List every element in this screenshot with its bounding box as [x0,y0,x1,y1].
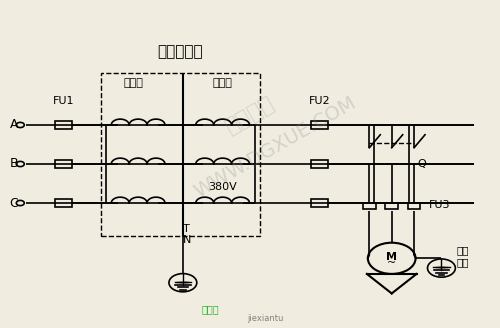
Text: B: B [10,157,18,171]
Bar [408,203,420,209]
Text: 接地: 接地 [456,257,469,267]
Text: FU3: FU3 [429,200,450,210]
Bar [386,203,398,209]
Text: 380V: 380V [208,182,237,192]
Text: T: T [183,224,190,234]
Text: N: N [183,236,191,245]
Bar [311,160,328,168]
Bar [363,203,376,209]
Text: FU2: FU2 [309,95,330,106]
Text: jiexiantu: jiexiantu [246,314,283,323]
Bar [55,160,72,168]
Bar [311,199,328,207]
Text: 保护: 保护 [456,245,469,255]
Bar [55,121,72,129]
Text: 接线图: 接线图 [202,304,219,314]
Text: 电力变压器: 电力变压器 [158,44,203,59]
Bar [55,199,72,207]
Text: 低压侧: 低压侧 [212,78,233,88]
Text: Q: Q [417,159,426,169]
Text: C: C [10,196,18,210]
Text: 电工学网: 电工学网 [222,93,278,137]
Text: M: M [386,252,397,262]
Bar [311,121,328,129]
Text: WWW.DGXUE.COM: WWW.DGXUE.COM [190,93,359,202]
Bar [101,73,260,236]
Text: 高压侧: 高压侧 [123,78,143,88]
Text: A: A [10,118,18,132]
Text: ~: ~ [387,258,396,268]
Text: FU1: FU1 [53,95,74,106]
